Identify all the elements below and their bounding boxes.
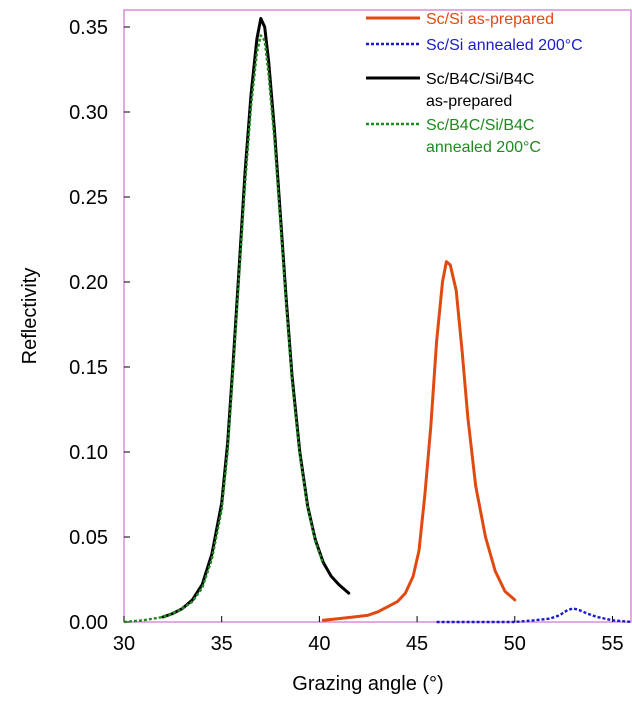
y-axis-title: Reflectivity: [19, 268, 41, 365]
axes: 30 35 40 45 50 55 0.00 0.05 0.10 0.15 0.20 0.25 0.30…: [69, 17, 624, 655]
legend-label-2: Sc/Si annealed 200°C: [426, 37, 583, 54]
plot-frame: [123, 9, 632, 623]
x-tick-label: 55: [601, 633, 623, 655]
y-tick-label: 0.10: [69, 442, 108, 464]
y-tick-label: 0.25: [69, 187, 108, 209]
legend: Sc/Si as-prepared Sc/Si annealed 200°C Sc/…: [366, 11, 583, 156]
series-line-1: [321, 260, 517, 622]
y-tick-label: 0.35: [69, 17, 108, 39]
y-tick-label: 0.05: [69, 527, 108, 549]
y-tick-label: 0.00: [69, 612, 108, 634]
x-tick-label: 50: [504, 633, 526, 655]
x-tick-label: 35: [211, 633, 233, 655]
legend-label-4: annealed 200°C: [426, 139, 541, 156]
x-tick-label: 45: [406, 633, 428, 655]
series-line-3: [161, 17, 351, 619]
y-tick-label: 0.20: [69, 272, 108, 294]
legend-label-1: Sc/Si as-prepared: [426, 11, 554, 28]
y-tick-label: 0.30: [69, 102, 108, 124]
x-tick-label: 40: [308, 633, 330, 655]
plot-area-border: [123, 9, 632, 623]
legend-label-3: Sc/B4C/Si/B4C: [426, 71, 534, 88]
x-tick-label: 30: [113, 633, 135, 655]
series-layer: [123, 17, 632, 624]
series-line-4: [123, 34, 325, 624]
legend-label-3: as-prepared: [426, 93, 512, 110]
x-axis-title: Grazing angle (°): [292, 673, 443, 695]
legend-label-4: Sc/B4C/Si/B4C: [426, 117, 534, 134]
y-tick-label: 0.15: [69, 357, 108, 379]
